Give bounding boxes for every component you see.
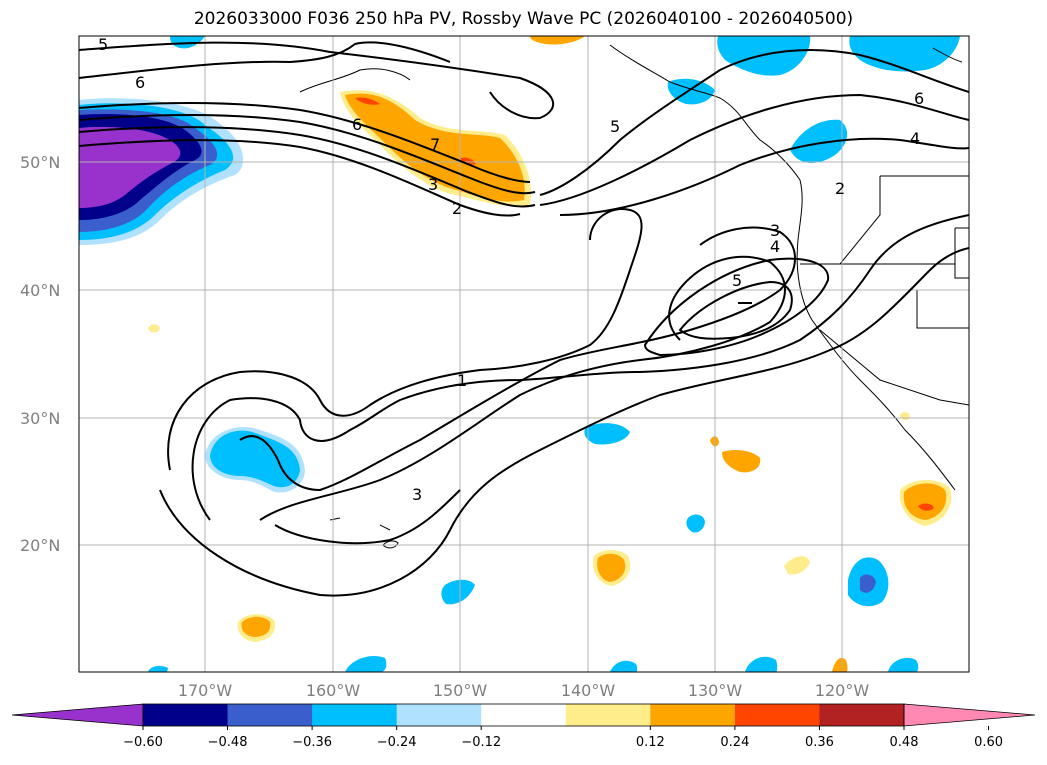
colorbar-tick-label: 0.12 bbox=[636, 735, 665, 750]
colorbar-swatch bbox=[227, 704, 313, 726]
contour-label: 6 bbox=[352, 115, 362, 134]
colorbar-swatch bbox=[481, 704, 567, 726]
colorbar-extend-min bbox=[11, 703, 144, 727]
contour-label: 2 bbox=[835, 179, 845, 198]
lat-label-20: 20°N bbox=[20, 536, 60, 555]
colorbar-swatch bbox=[143, 704, 229, 726]
colorbar: −0.60 −0.48 −0.36 −0.24 −0.12 0.12 0.24 0.36 0.4… bbox=[11, 703, 1036, 750]
contour-label: 5 bbox=[98, 35, 108, 54]
colorbar-swatch bbox=[734, 704, 820, 726]
contour-label: 5 bbox=[732, 271, 742, 290]
colorbar-swatch bbox=[650, 704, 736, 726]
contour-label: 3 bbox=[428, 175, 438, 194]
contour-labels: 5 6 6 7 3 2 5 6 4 2 3 4 5 1 3 bbox=[98, 35, 924, 504]
colorbar-swatch bbox=[819, 704, 905, 726]
colorbar-swatch bbox=[565, 704, 651, 726]
colorbar-tick-label: −0.36 bbox=[292, 735, 332, 750]
pv-anomaly-shading bbox=[79, 36, 960, 672]
contour-label: 3 bbox=[412, 485, 422, 504]
colorbar-tick-label: 0.48 bbox=[890, 735, 919, 750]
colorbar-tick-label: 0.60 bbox=[974, 735, 1003, 750]
pv-contours bbox=[79, 41, 969, 597]
lon-label-170w: 170°W bbox=[178, 681, 233, 700]
contour-label: 2 bbox=[452, 199, 462, 218]
plot-frame bbox=[78, 35, 970, 673]
contour-label: 6 bbox=[135, 73, 145, 92]
longitude-labels: 170°W 160°W 150°W 140°W 130°W 120°W bbox=[178, 681, 870, 700]
colorbar-swatch bbox=[396, 704, 482, 726]
contour-label: 4 bbox=[770, 237, 780, 256]
colorbar-tick-label: 0.36 bbox=[805, 735, 834, 750]
contour-label: 7 bbox=[430, 135, 440, 154]
contour-label: 3 bbox=[770, 221, 780, 240]
contour-label: 4 bbox=[910, 129, 920, 148]
colorbar-tick-label: −0.48 bbox=[208, 735, 248, 750]
gridlines bbox=[79, 36, 969, 672]
colorbar-tick-label: −0.60 bbox=[123, 735, 163, 750]
colorbar-extend-max bbox=[903, 703, 1036, 727]
lon-label-120w: 120°W bbox=[815, 681, 870, 700]
contour-label: 5 bbox=[610, 117, 620, 136]
colorbar-frame bbox=[142, 703, 905, 727]
lon-label-130w: 130°W bbox=[688, 681, 743, 700]
contour-label: 6 bbox=[914, 89, 924, 108]
lat-label-40: 40°N bbox=[20, 281, 60, 300]
lat-label-50: 50°N bbox=[20, 153, 60, 172]
coastlines bbox=[299, 44, 969, 549]
lon-label-150w: 150°W bbox=[433, 681, 488, 700]
colorbar-tick-label: 0.24 bbox=[720, 735, 749, 750]
contour-label: 1 bbox=[457, 371, 467, 390]
colorbar-tick-label: −0.12 bbox=[461, 735, 501, 750]
lon-label-140w: 140°W bbox=[561, 681, 616, 700]
colorbar-swatch bbox=[312, 704, 398, 726]
lon-label-160w: 160°W bbox=[306, 681, 361, 700]
lat-label-30: 30°N bbox=[20, 409, 60, 428]
latitude-labels: 50°N 40°N 30°N 20°N bbox=[20, 153, 60, 555]
map-title: 2026033000 F036 250 hPa PV, Rossby Wave … bbox=[193, 9, 854, 29]
colorbar-tick-label: −0.24 bbox=[377, 735, 417, 750]
